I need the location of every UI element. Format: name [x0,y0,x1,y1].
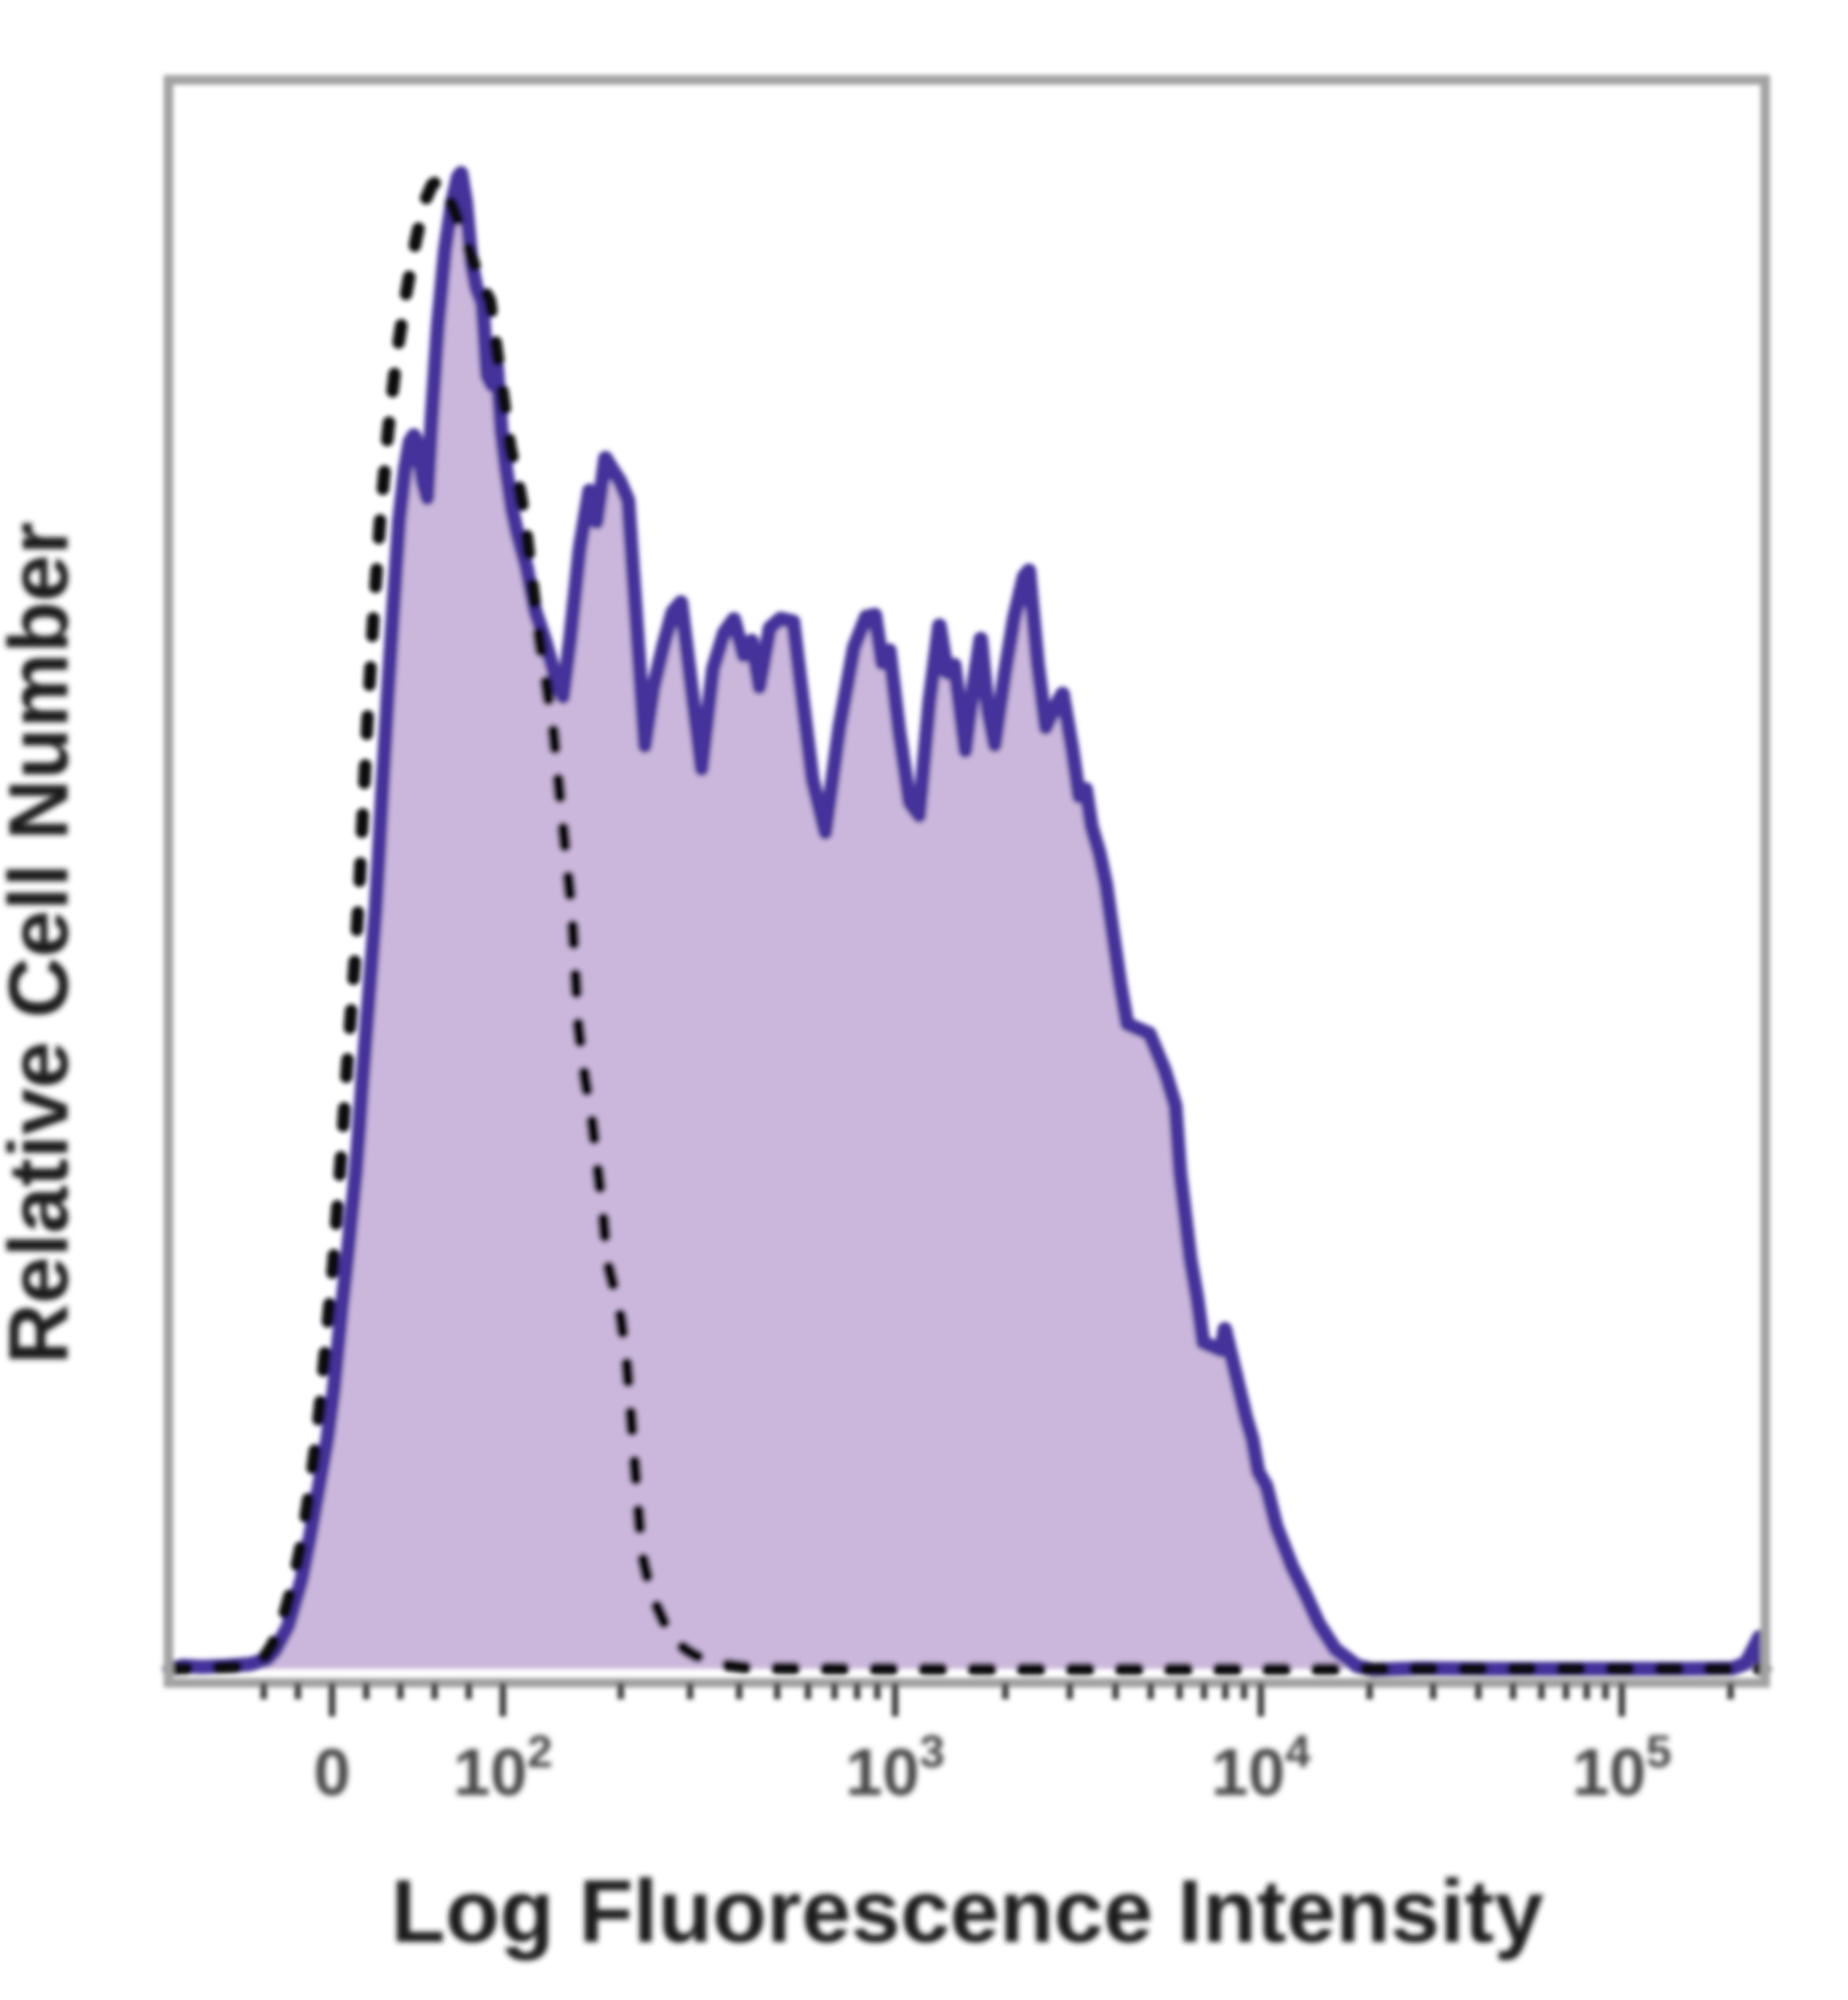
x-axis-tick-label: 102 [453,1726,552,1809]
x-axis-tick-label: 0 [314,1735,351,1809]
control-histogram-dashed-outline [163,174,1771,1675]
x-axis-tick-labels: 0 102 103 104 105 [314,1726,1672,1809]
x-axis-tick-label: 105 [1572,1726,1671,1809]
plot-frame [164,75,1770,1688]
sample-histogram-fill [169,173,1762,1670]
x-axis-ticks [260,1683,1734,1717]
x-axis-tick-label: 103 [846,1726,945,1809]
x-axis-tick-label: 104 [1211,1726,1311,1809]
x-axis-title: Log Fluorescence Intensity [391,1862,1543,1961]
y-axis-title: Relative Cell Number [0,522,86,1365]
sample-histogram-outline [162,166,1770,1677]
